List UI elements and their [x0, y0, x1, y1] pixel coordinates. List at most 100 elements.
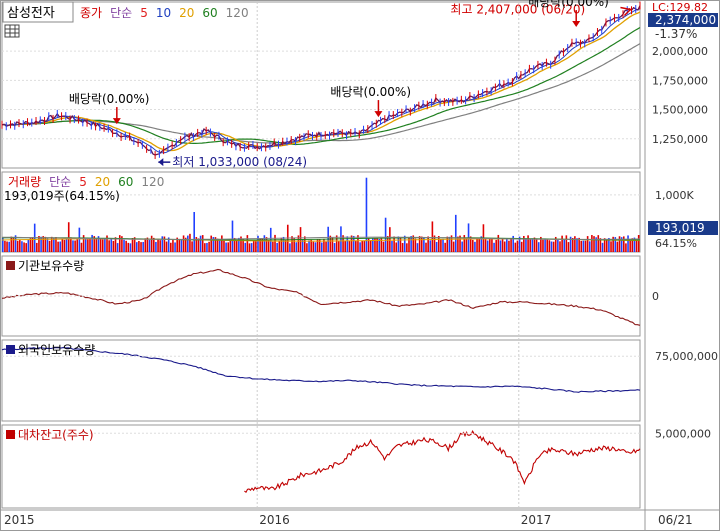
low-arrow-head [158, 158, 164, 167]
volume-bar [191, 241, 193, 252]
panel-frame-price [1, 1, 641, 169]
volume-bar [514, 242, 517, 252]
volume-bar [201, 235, 204, 252]
volume-bar [486, 240, 489, 252]
volume-bar [546, 239, 549, 252]
volume-bar [359, 242, 361, 252]
volume-bar [391, 241, 393, 252]
volume-bar [323, 238, 325, 252]
current-price-badge [648, 13, 718, 27]
volume-bar [446, 236, 449, 252]
volume-bar [297, 235, 300, 252]
volume-bar [637, 235, 640, 252]
volume-bar [8, 241, 10, 252]
volume-bar [401, 243, 404, 252]
volume-bar [263, 235, 266, 252]
volume-bar [108, 240, 110, 252]
volume-bar [503, 241, 506, 252]
volume-bar [523, 235, 525, 252]
volume-bar [461, 241, 463, 252]
volume-bar [67, 222, 70, 252]
volume-bar [274, 234, 276, 252]
volume-bar [450, 235, 453, 252]
stock-name-box[interactable] [2, 1, 74, 23]
volume-bar [310, 239, 312, 252]
volume-bar [338, 241, 340, 252]
volume-bar [635, 240, 638, 252]
volume-bar [193, 212, 195, 252]
volume-bar [512, 235, 514, 252]
volume-bar [603, 238, 606, 252]
volume-bar [525, 238, 527, 252]
volume-bar [150, 235, 153, 252]
volume-bar [170, 242, 172, 252]
volume-bar [352, 235, 355, 252]
volume-bar [599, 238, 602, 252]
volume-bar [208, 241, 210, 252]
volume-bar [474, 241, 476, 252]
volume-bar [53, 237, 55, 252]
volume-bar [527, 235, 529, 252]
grid-toggle-icon[interactable] [4, 24, 20, 38]
ma60-line [1, 26, 641, 146]
volume-bar [70, 237, 72, 252]
volume-bar [131, 237, 134, 252]
volume-bar [427, 236, 429, 252]
volume-bar [463, 235, 466, 252]
volume-bar [484, 239, 487, 252]
volume-bar [369, 240, 372, 252]
volume-bar [384, 217, 387, 252]
volume-bar [259, 238, 261, 252]
volume-bar [293, 237, 295, 252]
volume-bar [574, 236, 576, 252]
volume-bar [501, 238, 504, 252]
volume-bar [452, 241, 455, 252]
volume-bar [329, 235, 332, 252]
volume-bar [55, 237, 57, 252]
volume-bar [420, 236, 423, 252]
volume-bar [629, 239, 631, 252]
volume-bar [620, 237, 623, 252]
volume-bar [227, 242, 230, 252]
volume-bar [14, 235, 17, 252]
volume-bar [478, 238, 480, 252]
volume-bar [633, 237, 636, 252]
volume-bar [312, 241, 315, 252]
legend-item: 10 [156, 6, 171, 20]
volume-legend-items: 거래량 단순 5 20 60 120 [8, 175, 164, 189]
x-tick-label: 2016 [259, 513, 290, 527]
volume-bar [563, 239, 566, 252]
volume-bar [403, 235, 406, 252]
volume-bar [284, 239, 287, 252]
volume-bar [608, 238, 610, 252]
volume-bar [63, 239, 66, 252]
volume-bar [363, 240, 366, 252]
volume-bar [212, 237, 215, 252]
price-change: -1.37% [655, 27, 697, 41]
volume-bar [554, 236, 557, 252]
volume-bar [348, 240, 351, 252]
volume-bar [389, 227, 391, 252]
volume-bar [597, 235, 600, 252]
volume-bar [118, 235, 121, 252]
volume-bar [229, 239, 232, 252]
volume-bar [167, 237, 170, 252]
legend-item: 5 [79, 175, 87, 189]
volume-bar [423, 236, 425, 252]
volume-bar [444, 242, 446, 252]
volume-bar [469, 236, 472, 252]
volume-bar [529, 239, 532, 252]
panel-frame-loan [1, 424, 641, 509]
volume-bar [157, 238, 159, 252]
volume-bar [116, 243, 119, 252]
volume-bar [418, 236, 421, 252]
volume-bar [106, 235, 108, 252]
volume-bar [437, 236, 440, 252]
volume-bar [537, 242, 540, 252]
volume-bar [16, 240, 19, 252]
volume-bar [618, 236, 621, 252]
volume-bar [414, 238, 417, 252]
volume-bar [146, 237, 149, 252]
volume-bar [578, 237, 580, 252]
